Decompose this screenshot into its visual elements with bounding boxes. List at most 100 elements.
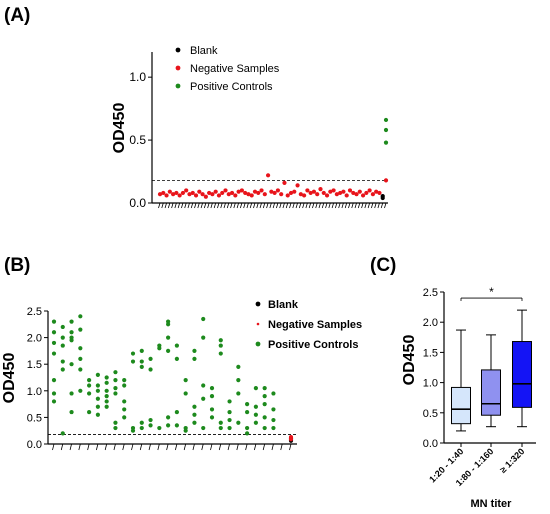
data-point — [236, 391, 241, 396]
data-point — [357, 189, 362, 194]
panel-c-axes — [443, 292, 536, 444]
data-point — [78, 356, 83, 361]
data-point — [192, 404, 197, 409]
data-point — [253, 420, 258, 425]
data-point — [201, 316, 206, 322]
x-tick — [131, 443, 134, 451]
panel-b-ticks: 0.0 0.5 1.0 1.5 2.0 2.5 — [27, 306, 292, 451]
x-tick — [210, 202, 213, 209]
data-point — [130, 428, 136, 433]
data-point — [69, 362, 74, 367]
data-point — [69, 391, 74, 396]
x-tick — [254, 443, 257, 451]
data-point — [318, 187, 323, 192]
data-point — [190, 190, 195, 196]
y-tick-label: 2.0 — [27, 333, 42, 345]
data-point — [292, 189, 297, 194]
data-point — [262, 386, 267, 391]
data-point — [167, 189, 172, 194]
data-point — [360, 193, 366, 198]
x-tick — [78, 443, 81, 451]
data-point — [233, 193, 238, 198]
x-tick — [351, 202, 354, 209]
data-point — [197, 189, 202, 194]
data-point — [288, 190, 294, 196]
x-tick — [384, 202, 387, 209]
panel-a-points — [157, 117, 389, 201]
data-point — [227, 425, 232, 431]
data-point — [104, 399, 109, 404]
data-point — [249, 193, 254, 198]
data-point — [95, 388, 100, 393]
y-tick-label: 2.0 — [423, 317, 438, 329]
data-point — [331, 188, 336, 193]
panel-b-axes — [47, 311, 297, 445]
data-point — [269, 189, 274, 194]
data-point — [139, 359, 144, 364]
x-tick — [167, 202, 171, 209]
data-point — [271, 407, 276, 412]
panel-c-boxes: * — [451, 285, 532, 432]
panel-a-y-axis-label: OD450 — [111, 103, 128, 154]
legend-label: Negative Samples — [190, 63, 280, 75]
data-point — [148, 367, 153, 372]
x-tick — [253, 202, 256, 209]
x-tick — [69, 443, 72, 451]
panel-c-x-axis-label: MN titer — [471, 498, 513, 510]
x-tick — [181, 202, 184, 209]
x-tick — [207, 202, 210, 209]
data-point — [209, 394, 215, 399]
legend-label: Positive Controls — [190, 81, 273, 93]
x-tick — [171, 202, 174, 209]
data-point — [113, 386, 118, 391]
data-point — [246, 192, 251, 197]
data-point — [245, 402, 250, 407]
data-point — [95, 396, 100, 401]
x-tick — [295, 202, 298, 209]
x-tick — [312, 202, 315, 209]
data-point — [157, 425, 162, 431]
data-point — [192, 420, 197, 425]
data-point — [78, 346, 83, 351]
x-tick — [266, 202, 269, 209]
x-tick — [190, 202, 194, 209]
legend-marker — [175, 65, 181, 71]
data-point — [201, 383, 206, 388]
x-tick — [371, 202, 374, 209]
y-tick-label: 1.5 — [423, 347, 438, 359]
data-point — [122, 378, 127, 383]
data-point — [166, 423, 171, 428]
data-point — [227, 417, 232, 423]
data-point — [104, 394, 109, 399]
y-tick-label: 2.5 — [423, 287, 438, 299]
data-point — [239, 188, 244, 193]
data-point — [351, 190, 356, 196]
x-tick — [227, 443, 230, 451]
y-tick-label: 1.5 — [27, 359, 42, 371]
x-tick — [197, 202, 200, 209]
data-point — [200, 192, 205, 197]
data-point — [262, 394, 267, 399]
data-point — [69, 319, 74, 324]
data-point — [262, 415, 267, 420]
data-point — [308, 190, 313, 196]
x-tick — [292, 202, 295, 209]
x-tick — [328, 202, 331, 209]
data-point — [295, 183, 300, 188]
panel-c-y-axis-label: OD450 — [401, 335, 418, 386]
data-point — [328, 189, 333, 194]
data-point — [51, 330, 57, 335]
data-point — [354, 192, 359, 197]
x-tick — [213, 202, 217, 209]
data-point — [177, 193, 182, 198]
data-point — [184, 188, 189, 193]
x-tick — [279, 202, 282, 209]
data-point — [113, 370, 118, 375]
x-tick — [226, 202, 230, 209]
data-point — [227, 409, 232, 415]
panel-a-legend: Blank Negative Samples Positive Controls — [175, 45, 280, 93]
x-tick — [236, 202, 239, 209]
data-point — [95, 412, 100, 417]
data-point — [262, 402, 267, 407]
data-point — [271, 425, 276, 431]
